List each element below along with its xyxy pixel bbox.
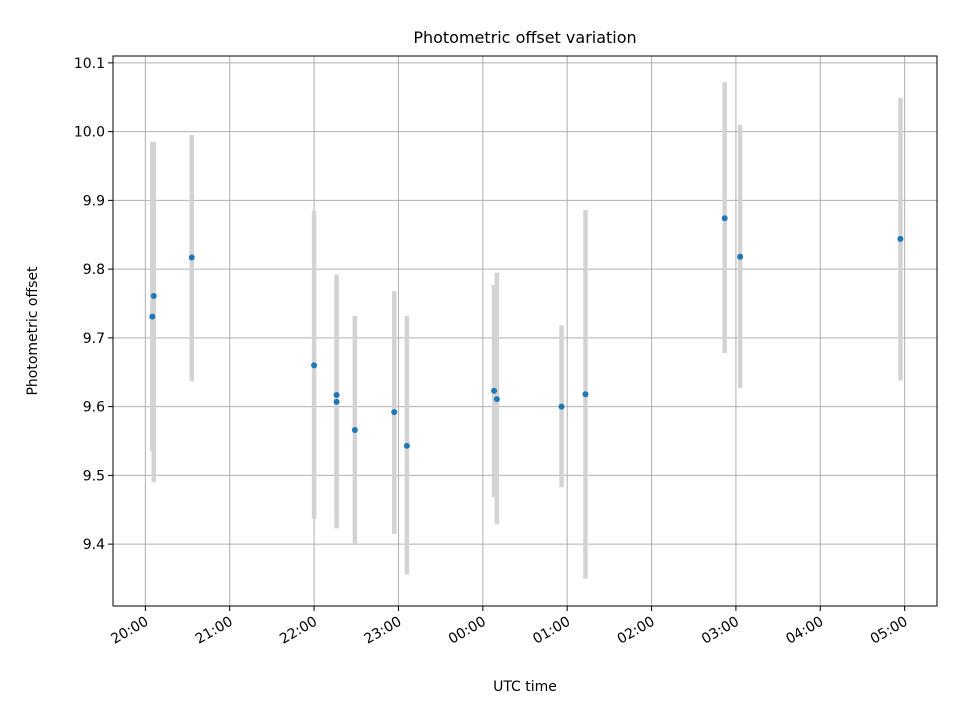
data-points [149,215,904,449]
data-point [351,427,358,433]
data-point [491,387,498,394]
data-point [721,215,728,222]
y-axis-ticks: 9.4 9.5 9.6 9.7 9.8 9.9 10.0 10.1 [74,56,113,553]
data-point [582,391,589,398]
y-tick-label: 9.8 [83,262,105,278]
data-point [150,292,157,299]
data-point [737,253,744,260]
y-tick-label: 9.5 [83,468,105,484]
y-tick-label: 9.9 [83,193,105,209]
data-point [333,391,340,398]
y-tick-label: 9.6 [83,400,105,416]
y-axis-label: Photometric offset [25,266,41,396]
y-tick-label: 9.7 [83,331,105,347]
data-point [311,362,318,369]
y-tick-label: 10.0 [74,125,105,141]
data-point [897,235,904,242]
grid [113,56,937,606]
data-point [493,396,500,403]
data-point [333,398,340,405]
y-tick-label: 10.1 [74,56,105,72]
data-point [403,442,410,449]
data-point [149,313,156,320]
plot-frame [112,55,938,607]
y-tick-label: 9.4 [83,537,105,553]
data-point [391,409,398,416]
chart-title: Photometric offset variation [413,28,636,47]
x-axis-label: UTC time [493,679,557,695]
data-point [558,403,565,410]
data-point [188,254,195,261]
